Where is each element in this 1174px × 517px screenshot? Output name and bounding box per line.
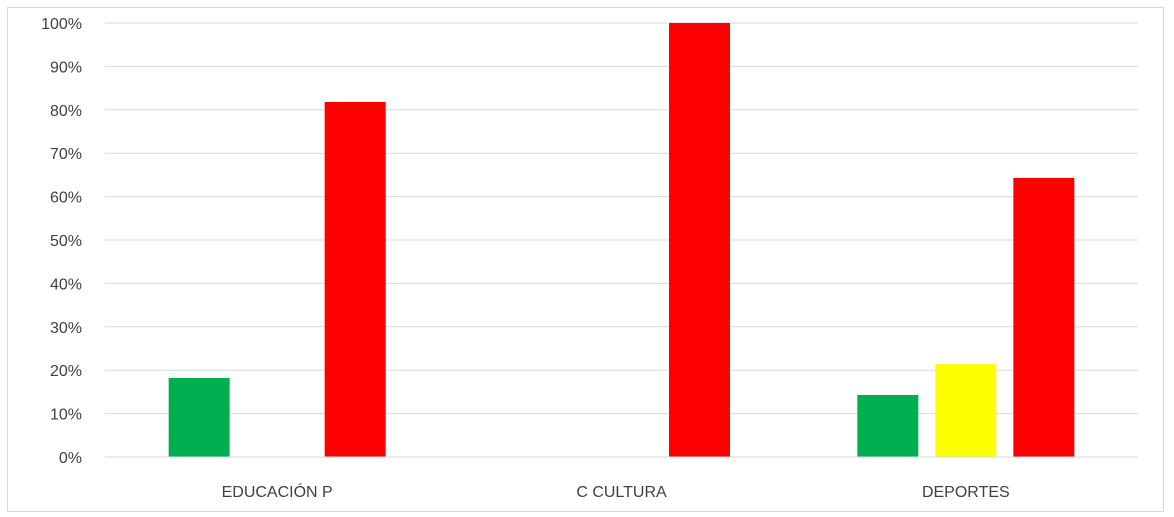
bar: [168, 378, 230, 457]
y-tick-label: 100%: [41, 16, 82, 33]
bar: [857, 394, 919, 457]
y-tick-label: 40%: [50, 276, 82, 293]
y-tick-label: 50%: [50, 233, 82, 250]
bar: [324, 101, 386, 457]
bar: [1013, 177, 1075, 458]
bar: [669, 23, 730, 457]
x-category-label: DEPORTES: [922, 484, 1010, 501]
y-tick-label: 70%: [50, 146, 82, 163]
y-tick-label: 0%: [59, 450, 82, 467]
y-tick-label: 30%: [50, 320, 82, 337]
x-category-label: EDUCACIÓN P: [222, 482, 333, 501]
y-tick-label: 10%: [50, 407, 82, 424]
y-tick-label: 20%: [50, 363, 82, 380]
y-tick-label: 60%: [50, 190, 82, 207]
y-tick-label: 90%: [50, 59, 82, 76]
y-tick-label: 80%: [50, 103, 82, 120]
x-category-label: C CULTURA: [576, 484, 667, 501]
bar: [935, 364, 997, 457]
